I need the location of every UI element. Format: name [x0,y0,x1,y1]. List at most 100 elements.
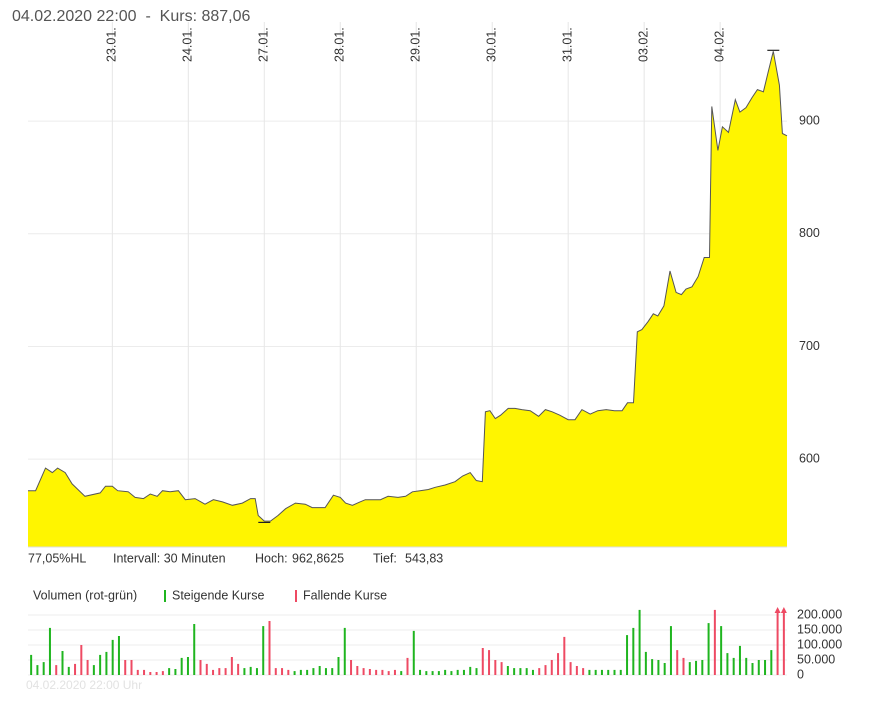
volume-bar [343,627,346,675]
volume-bar [356,666,359,675]
volume-bar [199,660,202,675]
legend-label: Fallende Kurse [303,588,387,602]
y-tick-label: 200.000 [797,607,842,621]
volume-bar [676,650,679,675]
volume-bar [324,668,327,675]
volume-bar [550,660,553,675]
volume-bar [124,660,127,675]
volume-bar [117,636,120,675]
volume-bar [287,669,290,675]
x-tick-label: 28.01. [333,27,347,62]
volume-bar [688,662,691,675]
watermark: 04.02.2020 22:00 Uhr [26,678,142,692]
volume-bar [42,662,45,675]
y-tick-label: 700 [799,339,820,353]
volume-bar [381,669,384,675]
volume-bar [99,654,102,675]
volume-bar [268,621,271,675]
volume-bar [387,671,390,675]
volume-bar [111,639,114,675]
volume-bar [293,671,296,675]
volume-bar [230,657,233,675]
volume-bar [375,669,378,675]
volume-bar [531,669,534,675]
volume-bar [212,669,215,675]
volume-bar [444,669,447,675]
volume-bar [475,668,478,675]
x-tick-label: 04.02. [712,27,726,62]
volume-bar [488,650,491,675]
volume-bar [732,657,735,675]
volume-bar [318,666,321,675]
volume-bar [61,651,64,675]
legend-label: Steigende Kurse [172,588,264,602]
volume-bar [237,663,240,675]
volume-bar [30,654,33,675]
y-tick-label: 800 [799,226,820,240]
volume-bar [149,672,152,675]
volume-bar [437,671,440,675]
volume-bar [400,671,403,675]
volume-bar [469,666,472,675]
volume-bar [594,669,597,675]
volume-bar [657,660,660,675]
volume-bar [186,657,189,675]
volume-bar [782,609,785,675]
volume-bar [626,635,629,675]
volume-bar [751,663,754,675]
volume-bar [726,653,729,675]
volume-bar [419,669,422,675]
volume-bar [274,668,277,675]
volume-bar [600,669,603,675]
low-label: Tief: [373,551,397,565]
volume-bar [582,668,585,675]
volume-bar [143,669,146,675]
volume-bar [393,669,396,675]
volume-bar [513,668,516,675]
volume-bar [644,651,647,675]
hl-info: 77,05%HL [28,551,86,565]
volume-bar [563,636,566,675]
volume-bar [67,666,70,675]
y-tick-label: 50.000 [797,652,835,666]
volume-bar [425,671,428,675]
volume-bar [205,663,208,675]
volume-bar [456,669,459,675]
volume-bar [462,669,465,675]
volume-bar [331,668,334,675]
volume-bar [337,657,340,675]
volume-bar [218,668,221,675]
volume-bar [48,627,51,675]
volume-bar [105,651,108,675]
volume-bar [557,653,560,675]
volume-bar [262,626,265,675]
volume-bar [519,668,522,675]
volume-bar [80,645,83,675]
volume-bar [544,665,547,675]
legend-swatch [164,590,166,602]
x-tick-label: 30.01. [485,27,499,62]
x-tick-label: 24.01. [181,27,195,62]
interval-info: Intervall: 30 Minuten [113,551,226,565]
volume-bar [136,669,139,675]
header: 04.02.2020 22:00 - Kurs: 887,06 [12,8,251,25]
volume-bar [720,626,723,675]
volume-bar [431,671,434,675]
volume-bar [575,666,578,675]
volume-bar [538,668,541,675]
overflow-arrow [774,607,781,613]
volume-bar [243,668,246,675]
volume-bar [36,665,39,675]
volume-bar [362,668,365,675]
volume-bar [299,669,302,675]
y-tick-label: 900 [799,113,820,127]
x-tick-label: 31.01. [560,27,574,62]
volume-bar [306,669,309,675]
volume-bar [713,609,716,675]
x-tick-label: 03.02. [636,27,650,62]
volume-bar [249,666,252,675]
volume-bar [632,627,635,675]
volume-bar [406,657,409,675]
overflow-arrow [780,607,787,613]
volume-bar [770,650,773,675]
